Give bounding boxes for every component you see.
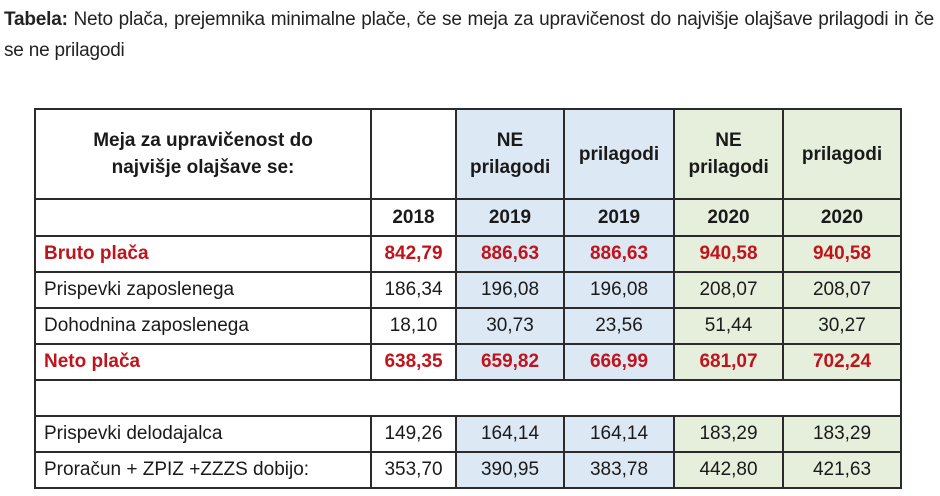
header-2019-prilagodi: prilagodi <box>563 108 675 200</box>
value-cell: 208,07 <box>782 271 902 309</box>
value-cell: 421,63 <box>782 451 902 489</box>
year-cell: 2020 <box>782 198 902 237</box>
value-cell: 638,35 <box>370 343 457 381</box>
year-cell: 2020 <box>673 198 784 237</box>
year-cell: 2019 <box>563 198 675 237</box>
table-row-proracun: Proračun + ZPIZ +ZZZS dobijo: 353,70 390… <box>34 451 902 489</box>
value-cell: 659,82 <box>455 343 565 381</box>
value-cell: 149,26 <box>370 415 457 453</box>
caption-text: Neto plača, prejemnika minimalne plače, … <box>4 9 934 61</box>
year-row: 2018 2019 2019 2020 2020 <box>34 198 902 237</box>
table-row-bruto: Bruto plača 842,79 886,63 886,63 940,58 … <box>34 235 902 273</box>
table-row-prispevki-delodajalca: Prispevki delodajalca 149,26 164,14 164,… <box>34 415 902 453</box>
value-cell: 702,24 <box>782 343 902 381</box>
table-row-dohodnina: Dohodnina zaposlenega 18,10 30,73 23,56 … <box>34 307 902 345</box>
header-2019-ne: NE prilagodi <box>455 108 565 200</box>
row-label: Dohodnina zaposlenega <box>34 307 372 345</box>
header-2020-ne: NE prilagodi <box>673 108 784 200</box>
value-cell: 842,79 <box>370 235 457 273</box>
value-cell: 18,10 <box>370 307 457 345</box>
header-label: Meja za upravičenost do najvišje olajšav… <box>34 108 372 200</box>
value-cell: 51,44 <box>673 307 784 345</box>
header-row: Meja za upravičenost do najvišje olajšav… <box>34 108 902 200</box>
value-cell: 183,29 <box>673 415 784 453</box>
row-label: Bruto plača <box>34 235 372 273</box>
row-label: Prispevki delodajalca <box>34 415 372 453</box>
year-cell: 2019 <box>455 198 565 237</box>
value-cell: 164,14 <box>455 415 565 453</box>
table-caption: Tabela: Neto plača, prejemnika minimalne… <box>4 4 934 66</box>
value-cell: 186,34 <box>370 271 457 309</box>
value-cell: 940,58 <box>673 235 784 273</box>
row-label: Prispevki zaposlenega <box>34 271 372 309</box>
table-row-neto: Neto plača 638,35 659,82 666,99 681,07 7… <box>34 343 902 381</box>
value-cell: 886,63 <box>563 235 675 273</box>
value-cell: 353,70 <box>370 451 457 489</box>
value-cell: 442,80 <box>673 451 784 489</box>
table-row-prispevki-zaposlenega: Prispevki zaposlenega 186,34 196,08 196,… <box>34 271 902 309</box>
spacer-row <box>34 379 902 417</box>
value-cell: 183,29 <box>782 415 902 453</box>
value-cell: 666,99 <box>563 343 675 381</box>
value-cell: 940,58 <box>782 235 902 273</box>
year-label-cell <box>34 198 372 237</box>
header-2020-prilagodi: prilagodi <box>782 108 902 200</box>
value-cell: 196,08 <box>563 271 675 309</box>
value-cell: 208,07 <box>673 271 784 309</box>
caption-label: Tabela: <box>4 9 68 30</box>
header-2018 <box>370 108 457 200</box>
row-label: Neto plača <box>34 343 372 381</box>
value-cell: 886,63 <box>455 235 565 273</box>
year-cell: 2018 <box>370 198 457 237</box>
row-label: Proračun + ZPIZ +ZZZS dobijo: <box>34 451 372 489</box>
value-cell: 30,73 <box>455 307 565 345</box>
spacer-cell <box>34 379 902 417</box>
value-cell: 23,56 <box>563 307 675 345</box>
salary-table: Meja za upravičenost do najvišje olajšav… <box>34 108 902 489</box>
value-cell: 681,07 <box>673 343 784 381</box>
value-cell: 383,78 <box>563 451 675 489</box>
value-cell: 196,08 <box>455 271 565 309</box>
value-cell: 164,14 <box>563 415 675 453</box>
value-cell: 390,95 <box>455 451 565 489</box>
value-cell: 30,27 <box>782 307 902 345</box>
